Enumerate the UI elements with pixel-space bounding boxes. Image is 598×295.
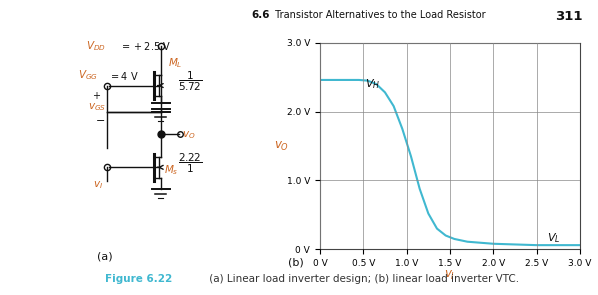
- Text: $\dfrac{2.22}{1}$: $\dfrac{2.22}{1}$: [178, 152, 203, 175]
- Text: $+$: $+$: [92, 91, 101, 101]
- Text: $M_s$: $M_s$: [164, 163, 179, 177]
- Text: $V_H$: $V_H$: [365, 78, 380, 91]
- Text: $-$: $-$: [95, 114, 105, 124]
- Text: 6.6: 6.6: [251, 10, 270, 20]
- Text: $v_{GS}$: $v_{GS}$: [88, 101, 106, 112]
- Text: (a) Linear load inverter design; (b) linear load inverter VTC.: (a) Linear load inverter design; (b) lin…: [206, 274, 520, 284]
- Text: $M_L$: $M_L$: [169, 56, 183, 70]
- Text: $v_O$: $v_O$: [182, 129, 196, 141]
- Text: $V_{DD}$: $V_{DD}$: [86, 39, 106, 53]
- X-axis label: $v_I$: $v_I$: [444, 269, 456, 283]
- Text: $V_{GG}$: $V_{GG}$: [78, 68, 97, 82]
- Text: (b): (b): [288, 258, 304, 268]
- Text: (a): (a): [96, 251, 112, 261]
- Text: $V_L$: $V_L$: [547, 231, 560, 245]
- Y-axis label: $v_O$: $v_O$: [274, 140, 289, 153]
- Text: $= +2.5\ \mathrm{V}$: $= +2.5\ \mathrm{V}$: [120, 40, 171, 52]
- Text: Figure 6.22: Figure 6.22: [105, 274, 172, 284]
- Text: $v_I$: $v_I$: [93, 179, 103, 191]
- Text: Transistor Alternatives to the Load Resistor: Transistor Alternatives to the Load Resi…: [272, 10, 486, 20]
- Text: 311: 311: [556, 10, 583, 23]
- Text: $\dfrac{1}{5.72}$: $\dfrac{1}{5.72}$: [178, 70, 202, 94]
- Text: $= 4\ \mathrm{V}$: $= 4\ \mathrm{V}$: [109, 70, 139, 82]
